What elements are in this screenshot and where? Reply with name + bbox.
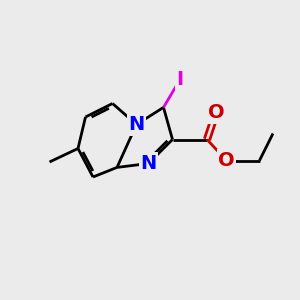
Text: O: O (218, 151, 235, 170)
Text: N: N (140, 154, 157, 173)
Text: O: O (208, 103, 224, 122)
Text: N: N (128, 115, 145, 134)
Text: I: I (176, 70, 184, 89)
